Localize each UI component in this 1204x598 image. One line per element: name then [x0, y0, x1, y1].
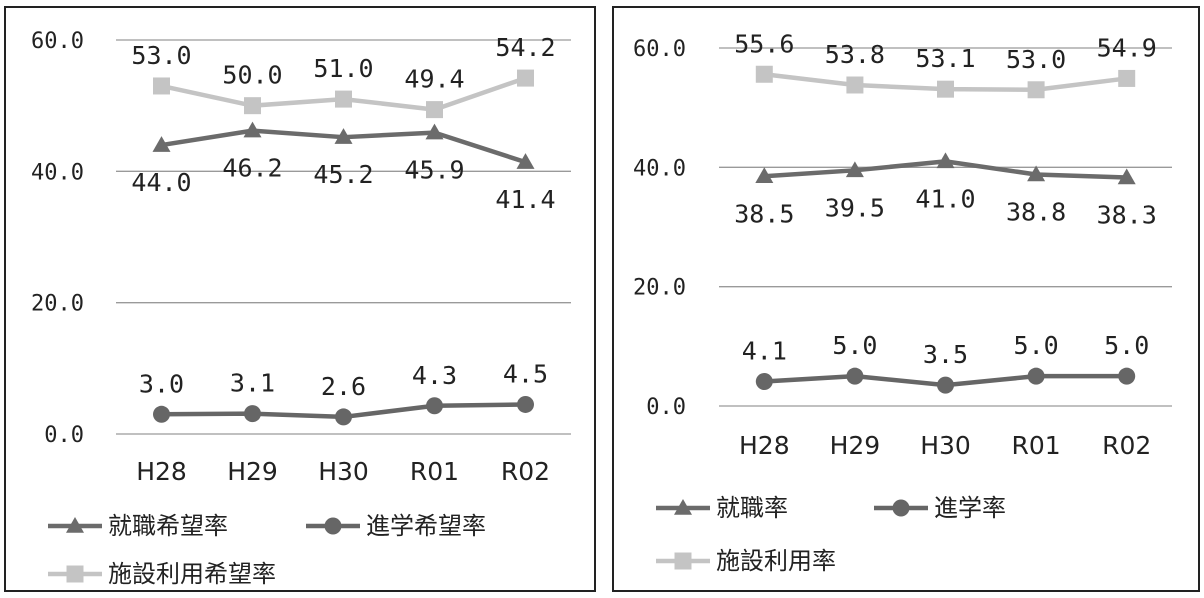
x-tick-label: H30	[318, 457, 369, 486]
y-tick-label: 20.0	[31, 292, 84, 317]
data-label: 38.3	[1097, 200, 1157, 229]
data-point-marker	[516, 153, 535, 169]
data-label: 5.0	[1104, 331, 1149, 360]
legend-label: 施設利用希望率	[108, 560, 276, 588]
data-point-marker	[846, 367, 864, 385]
legend-marker	[674, 499, 692, 515]
data-point-marker	[244, 97, 261, 115]
x-tick-label: H28	[136, 457, 187, 486]
data-label: 41.4	[495, 185, 555, 214]
data-label: 45.2	[313, 160, 373, 189]
data-point-marker	[1117, 168, 1136, 185]
data-point-marker	[845, 161, 864, 178]
x-tick-label: H30	[920, 431, 971, 460]
data-point-marker	[1118, 367, 1136, 385]
data-point-marker	[426, 101, 443, 119]
data-label: 2.6	[321, 372, 366, 401]
legend-label: 進学率	[934, 494, 1006, 522]
data-point-marker	[1027, 165, 1046, 182]
legend-marker	[674, 552, 692, 570]
data-label: 4.1	[742, 337, 787, 366]
data-point-marker	[334, 128, 353, 144]
data-label: 5.0	[1014, 331, 1059, 360]
x-tick-label: H29	[830, 431, 881, 460]
right-line-chart: 0.0 20.0 40.0 60.0 H28 H29 H30 R01 R02 38.5 39.5 41…	[633, 29, 1172, 575]
data-label: 54.2	[495, 33, 555, 62]
data-point-marker	[153, 77, 170, 95]
y-tick-label: 20.0	[633, 276, 686, 301]
legend-label: 就職希望率	[108, 512, 228, 540]
data-point-marker	[244, 405, 261, 423]
data-label: 44.0	[131, 168, 191, 197]
data-label: 38.5	[734, 199, 794, 228]
data-label: 50.0	[222, 61, 282, 90]
legend-marker	[324, 517, 342, 535]
data-point-marker	[755, 373, 773, 391]
data-label: 53.8	[825, 40, 885, 69]
y-tick-label: 0.0	[646, 395, 686, 420]
data-point-marker	[153, 405, 170, 423]
legend-marker	[66, 565, 84, 583]
right-chart-panel: 0.0 20.0 40.0 60.0 H28 H29 H30 R01 R02 38.5 39.5 41…	[612, 6, 1200, 592]
data-point-marker	[1118, 69, 1136, 87]
data-label: 3.0	[139, 369, 184, 398]
data-point-marker	[1027, 81, 1045, 99]
data-label: 41.0	[915, 184, 975, 213]
data-label: 4.5	[503, 359, 548, 388]
data-point-marker	[517, 69, 534, 87]
data-point-marker	[152, 136, 171, 152]
data-label: 45.9	[404, 156, 464, 185]
data-label: 38.8	[1006, 197, 1066, 226]
legend-label: 進学希望率	[366, 512, 486, 540]
legend-marker	[66, 517, 84, 533]
data-point-marker	[426, 397, 443, 415]
y-tick-label: 60.0	[633, 37, 686, 62]
data-point-marker	[937, 80, 954, 98]
left-line-chart: 0.0 20.0 40.0 60.0 H28 H29 H30 R01 R02 44.0 46.2 45…	[31, 29, 571, 588]
y-tick-label: 60.0	[31, 29, 84, 54]
data-label: 53.0	[131, 41, 191, 70]
data-point-marker	[755, 167, 774, 184]
data-point-marker	[1027, 367, 1045, 385]
x-tick-label: H28	[739, 431, 790, 460]
x-tick-label: H29	[227, 457, 278, 486]
data-point-marker	[846, 76, 864, 94]
data-point-marker	[243, 121, 262, 138]
y-tick-label: 0.0	[44, 423, 84, 448]
data-label: 3.5	[923, 340, 968, 369]
data-label: 55.6	[734, 29, 794, 58]
y-tick-label: 40.0	[633, 156, 686, 181]
data-label: 46.2	[222, 154, 282, 183]
data-label: 39.5	[825, 193, 885, 222]
data-label: 49.4	[404, 65, 464, 94]
data-point-marker	[517, 395, 534, 413]
x-tick-label: R01	[1012, 431, 1061, 460]
data-point-marker	[335, 90, 352, 108]
data-point-marker	[936, 152, 955, 169]
data-label: 51.0	[313, 54, 373, 83]
x-tick-label: R01	[410, 457, 459, 486]
data-point-marker	[755, 65, 773, 83]
data-label: 53.1	[915, 44, 975, 73]
legend-label: 就職率	[716, 494, 788, 522]
legend-label: 施設利用率	[716, 547, 836, 575]
data-label: 5.0	[832, 331, 877, 360]
y-tick-label: 40.0	[31, 160, 84, 185]
data-point-marker	[425, 123, 444, 140]
x-tick-label: R02	[1102, 431, 1151, 460]
data-label: 53.0	[1006, 45, 1066, 74]
data-label: 4.3	[412, 361, 457, 390]
x-tick-label: R02	[501, 457, 550, 486]
data-point-marker	[937, 376, 954, 394]
legend-marker	[892, 499, 910, 517]
data-label: 3.1	[230, 369, 275, 398]
data-point-marker	[335, 408, 352, 426]
data-label: 54.9	[1097, 33, 1157, 62]
left-chart-panel: 0.0 20.0 40.0 60.0 H28 H29 H30 R01 R02 44.0 46.2 45…	[4, 6, 596, 592]
